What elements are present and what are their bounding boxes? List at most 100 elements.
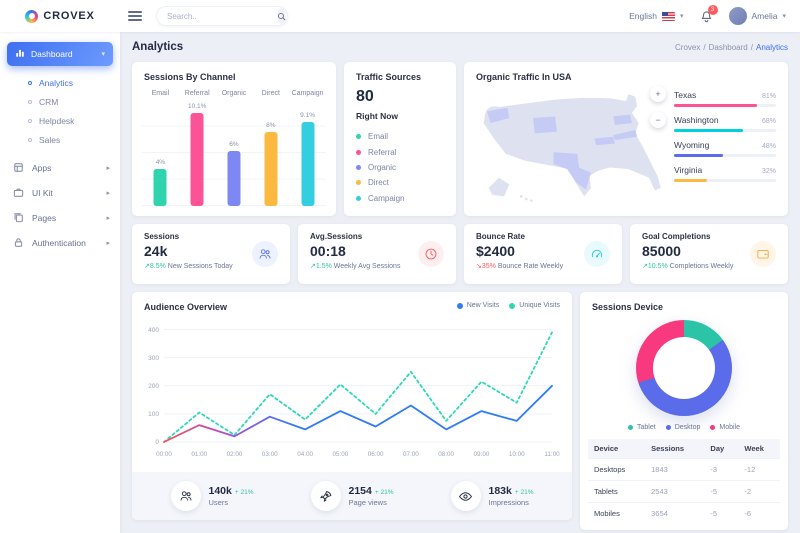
channel-bar-value: 9.1% [300,112,315,120]
sessions-by-channel-card: Sessions By Channel Email 4% Referral 10.1%… [132,62,336,216]
legend-new-visits[interactable]: New Visits [456,302,499,309]
breadcrumb-link-dashboard[interactable]: Dashboard [708,42,748,52]
sidebar-item-sales[interactable]: Sales [0,130,120,149]
state-virginia [613,129,638,141]
table-header: Device Sessions Day Week [588,439,780,459]
sidebar-item-label: Apps [32,162,52,173]
map-zoom-in-button[interactable]: + [650,86,666,102]
traffic-legend-organic[interactable]: Organic [344,160,456,175]
legend-tablet[interactable]: Tablet [628,424,656,431]
column-header: Device [588,439,646,459]
legend-desktop[interactable]: Desktop [665,424,700,431]
channel-bar-area: 10.1% [178,100,216,206]
state-name: Wyoming [674,140,710,150]
clock-icon [418,241,444,267]
sidebar-item-apps[interactable]: Apps ▸ [0,155,120,180]
stat-delta-desc: New Sessions Today [167,263,233,270]
stat-card-avg-sessions: Avg.Sessions 00:18 ↗1.5% Weekly Avg Sessio… [298,224,456,284]
bell-icon [701,10,711,22]
sidebar-item-analytics[interactable]: Analytics [0,73,120,92]
sidebar-item-pages[interactable]: Pages ▸ [0,205,120,230]
audience-stat-delta: + 21% [234,489,254,496]
topbar: CROVEX English ▾ 3 Amelia ▾ [0,0,800,32]
state-percent: 81% [761,93,776,100]
table-header-row: Device Sessions Day Week [588,439,780,459]
sidebar-submenu: Analytics CRM Helpdesk Sales [0,66,120,155]
device-table: Device Sessions Day Week Desktops 1843 -3 -12 Ta… [588,439,780,524]
stat-delta-percent: 10.5% [647,263,670,270]
state-progress-track [674,103,776,107]
svg-text:0: 0 [155,439,159,446]
table-cell: Desktops [588,458,646,481]
card-title: Sessions Device [592,302,664,312]
search-input[interactable] [157,11,277,21]
menu-toggle-icon[interactable] [128,8,142,23]
breadcrumb-link-crovex[interactable]: Crovex [675,42,701,52]
main-content: Analytics Crovex / Dashboard / Analytics Ses… [120,32,800,533]
search-button[interactable] [277,8,286,24]
stat-delta: ↘35% Bounce Rate Weekly [476,262,610,270]
table-cell: -5 [704,502,739,524]
logo[interactable]: CROVEX [0,9,120,23]
usa-map[interactable] [470,86,666,208]
svg-text:100: 100 [148,411,159,418]
audience-stat-value: 140k + 21% [208,485,254,497]
legend-dot-icon [356,180,361,186]
sidebar-item-helpdesk[interactable]: Helpdesk [0,111,120,130]
notifications-button[interactable]: 3 [700,4,718,23]
table-cell: 3654 [645,502,705,524]
chevron-down-icon: ▾ [101,51,105,58]
traffic-legend-email[interactable]: Email [344,129,456,144]
map-zoom-out-button[interactable]: − [650,112,666,128]
channel-bar [227,150,241,206]
channel-bar-value: 4% [155,159,166,167]
copy-icon [13,212,24,223]
state-progress-track [674,178,776,182]
sessions-device-card: Sessions Device Tablet Desktop Mobile Devi… [580,292,788,530]
column-header: Sessions [645,439,705,459]
audience-overview-card: Audience Overview New Visits Unique Visit… [132,292,572,520]
sidebar-item-label: UI Kit [32,187,53,198]
page-title: Analytics [132,41,184,53]
state-kentucky [594,136,615,146]
chevron-right-icon: ▸ [106,164,110,172]
traffic-legend-referral[interactable]: Referral [344,144,456,159]
table-cell: 2543 [645,480,705,503]
legend-mobile[interactable]: Mobile [710,424,740,431]
breadcrumb-separator: / [703,42,706,52]
state-row-virginia: Virginia 32% [674,165,776,182]
traffic-legend-campaign[interactable]: Campaign [344,191,456,206]
breadcrumb: Crovex / Dashboard / Analytics [675,43,788,52]
legend-dot-icon [509,302,516,309]
sidebar-item-label: Pages [32,212,57,223]
channel-column-email: Email 4% [142,90,179,206]
table-cell: -3 [704,458,739,481]
sidebar-item-ui-kit[interactable]: UI Kit ▸ [0,180,120,205]
sidebar-item-dashboard[interactable]: Dashboard ▾ [7,42,113,66]
channel-bar-value: 10.1% [187,102,207,110]
sidebar-item-authentication[interactable]: Authentication ▸ [0,230,120,255]
language-label: English [629,11,657,21]
channel-bar [264,132,278,206]
legend-unique-visits[interactable]: Unique Visits [509,302,560,309]
bullet-icon [28,118,32,123]
channel-category-label: Direct [261,90,280,97]
traffic-legend-direct[interactable]: Direct [344,175,456,190]
chevron-right-icon: ▸ [106,189,110,197]
audience-summary-strip: 140k + 21% Users 2154 + 21% Page views 183k + 2… [132,472,572,520]
language-selector[interactable]: English ▾ [629,11,683,21]
legend-dot-icon [356,134,361,140]
breadcrumb-link-analytics[interactable]: Analytics [755,42,788,52]
sidebar-item-crm[interactable]: CRM [0,92,120,111]
user-menu[interactable]: Amelia ▾ [728,7,786,25]
svg-text:08:00: 08:00 [438,451,454,458]
card-title: Sessions By Channel [144,72,236,82]
wallet-icon [750,241,776,267]
state-percent: 32% [761,168,776,175]
alaska-inset [488,177,510,197]
sidebar-subitem-label: Sales [39,134,61,145]
state-progress-track [674,128,776,132]
channel-bar-area: 9.1% [289,100,326,206]
stat-title: Goal Completions [642,232,711,241]
channel-bar-chart: Email 4% Referral 10.1% Organic 6% Direct 8% Cam… [132,82,336,216]
